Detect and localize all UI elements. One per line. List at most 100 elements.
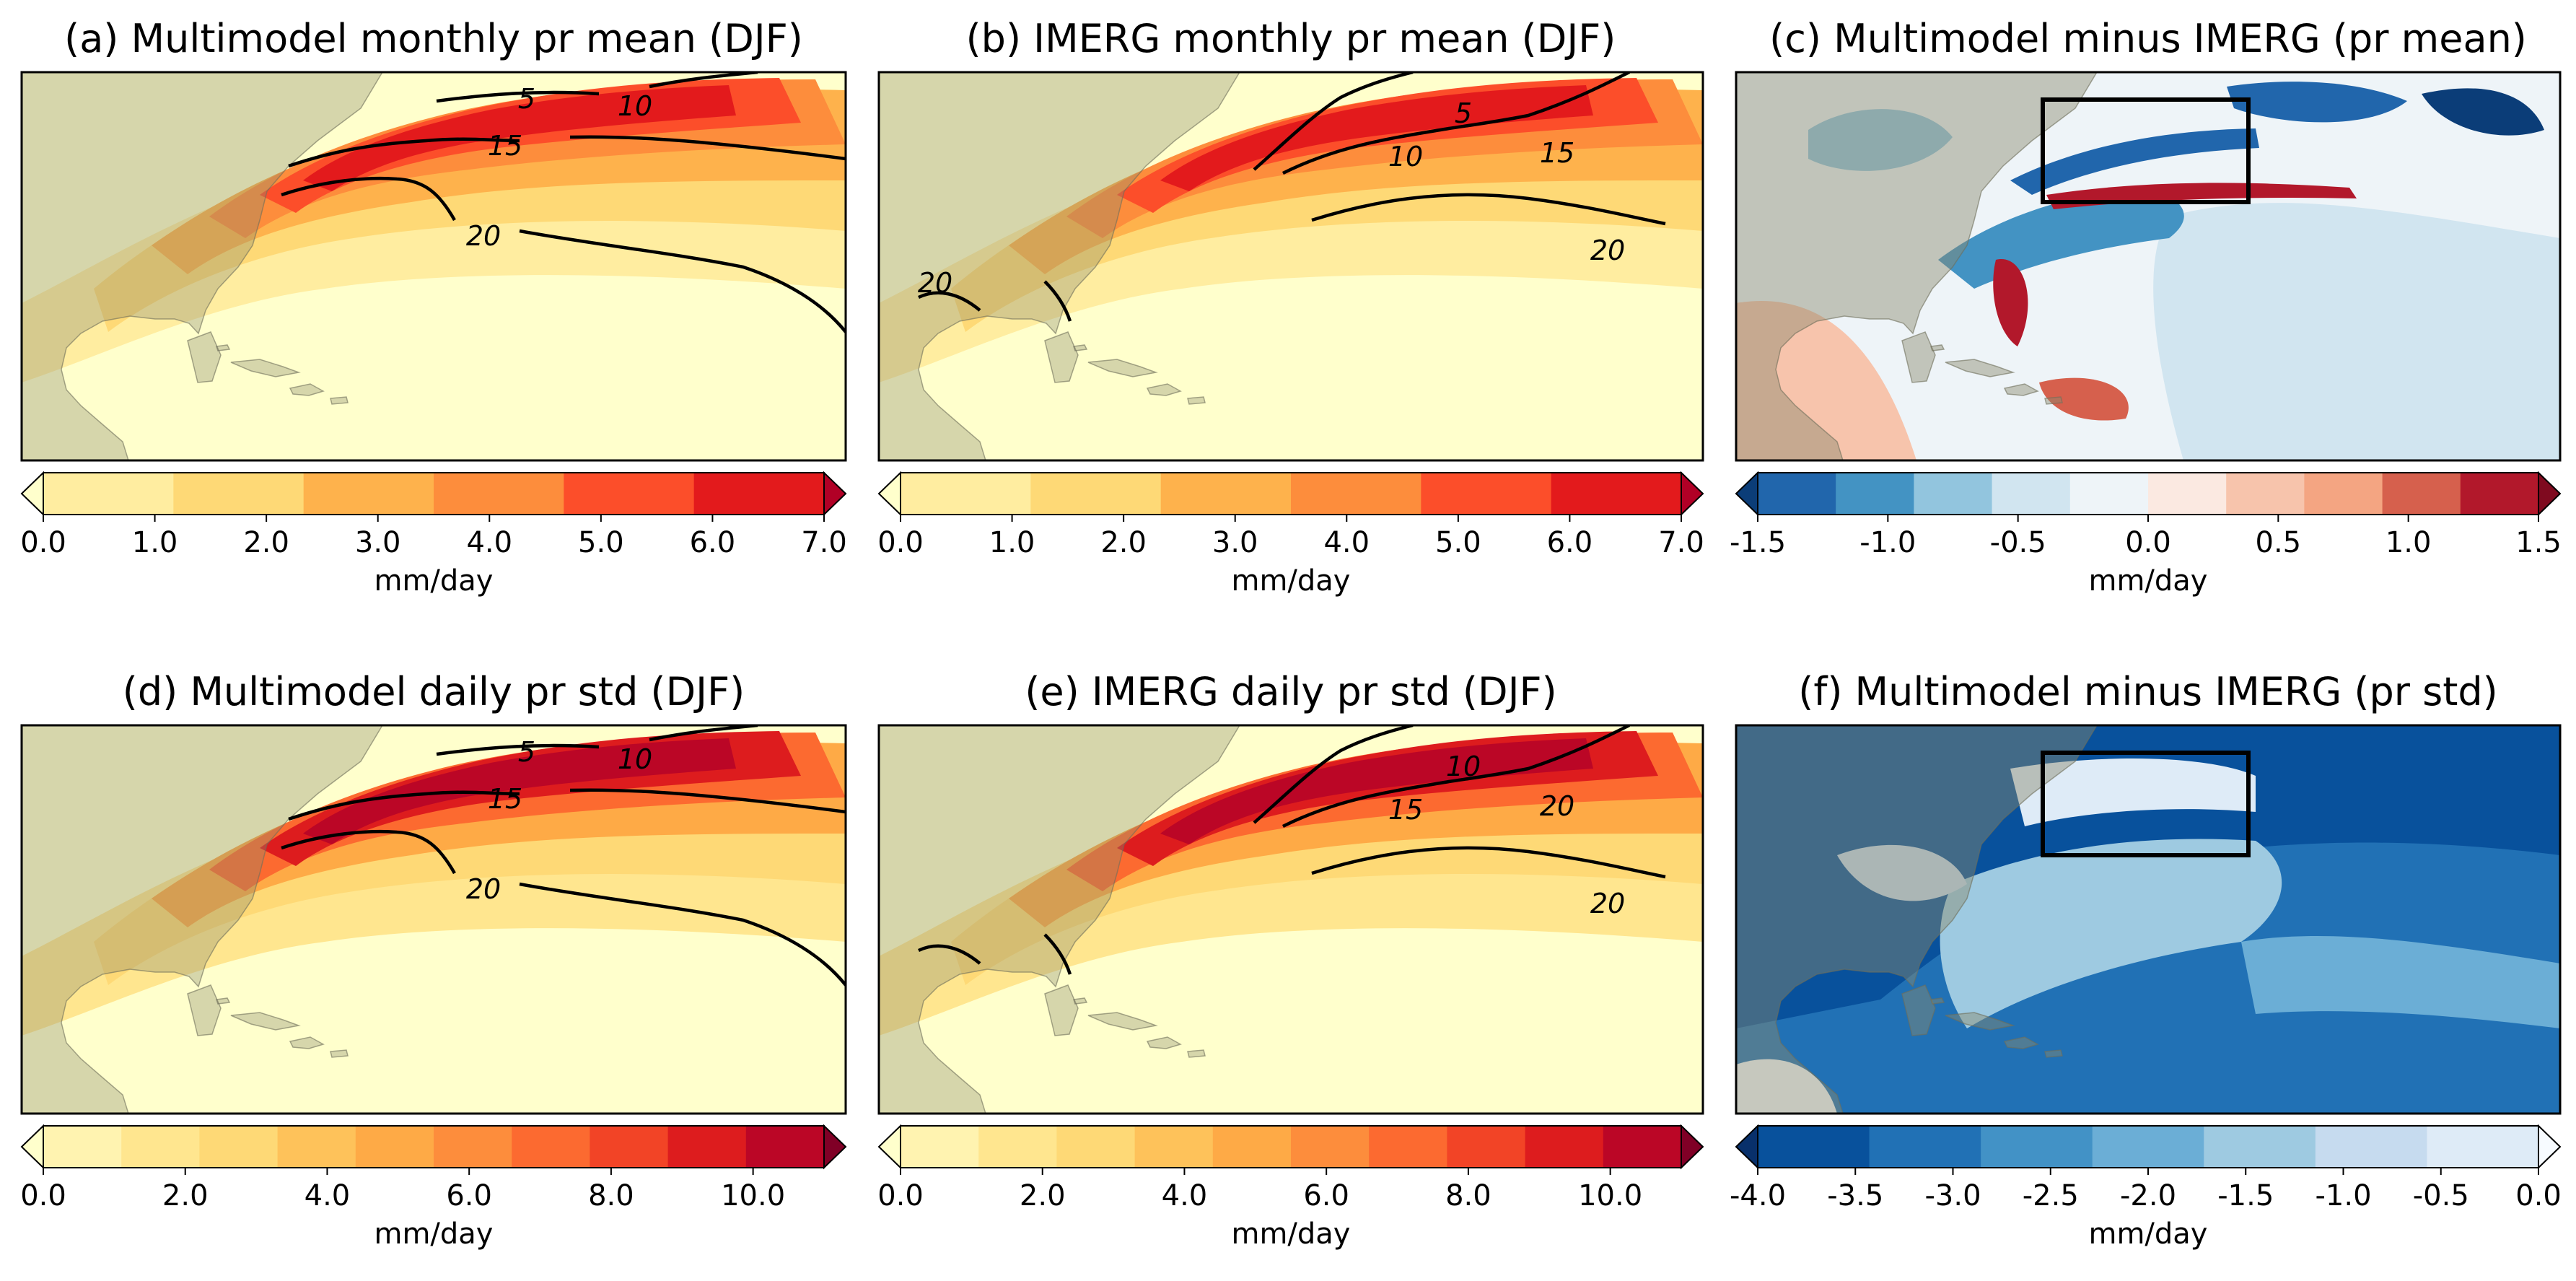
colorbar-segment	[2315, 1126, 2427, 1168]
panel-title: (d) Multimodel daily pr std (DJF)	[123, 669, 745, 714]
contour-line	[1282, 72, 1631, 175]
colorbar-tick-label: 2.0	[1020, 1179, 1066, 1212]
land-mask	[1073, 344, 1088, 351]
contour-label: 20	[1590, 235, 1625, 266]
land-mask	[187, 331, 222, 383]
colorbar-tick-label: 0.0	[2515, 1179, 2562, 1212]
colorbar-tick-label: -1.0	[2315, 1179, 2371, 1212]
colorbar-d: 0.0 2.0 4.0 6.0 8.0 10.0 mm/day	[20, 1124, 847, 1251]
colorbar-segment	[901, 1126, 979, 1168]
colorbar-tick-label: -3.0	[1924, 1179, 1981, 1212]
colorbar-tick-label: -0.5	[1990, 526, 2046, 559]
field-region	[2241, 935, 2560, 1028]
land-mask	[1087, 359, 1158, 377]
land-mask	[1044, 331, 1079, 383]
map-c	[1736, 72, 2560, 460]
field-region	[1160, 738, 1593, 844]
colorbar-segment	[1603, 1126, 1682, 1168]
colorbar-tick-label: 3.0	[1212, 526, 1258, 559]
colorbar-tick-label: 0.0	[877, 526, 924, 559]
land-mask	[1087, 1012, 1158, 1031]
contour-line	[1311, 193, 1666, 226]
field-region	[908, 282, 1703, 460]
land-mask	[289, 383, 325, 396]
panel-a: (a) Multimodel monthly pr mean (DJF) 5 10 1…	[20, 16, 847, 598]
panel-b: (b) IMERG monthly pr mean (DJF) 5 10 15 20 20…	[877, 16, 1704, 598]
colorbar-tick-label: 2.0	[1100, 526, 1147, 559]
contour-line	[1282, 725, 1631, 829]
field-region	[303, 85, 736, 191]
colorbar-tick-label: 1.5	[2515, 526, 2562, 559]
colorbar-tick-label: 0.5	[2256, 526, 2302, 559]
colorbar-segment	[1421, 473, 1552, 515]
land-mask	[1187, 1049, 1206, 1058]
colorbar-over-triangle	[2538, 471, 2562, 517]
field-region	[1993, 259, 2028, 346]
land-mask	[216, 997, 231, 1005]
contour-label: 20	[1590, 888, 1625, 919]
contour-label: 5	[518, 736, 535, 768]
colorbar-over-triangle	[823, 1124, 847, 1170]
contour-label: 20	[466, 220, 501, 252]
colorbar-segment	[901, 473, 1031, 515]
contour-label: 10	[1388, 141, 1423, 172]
land-mask	[22, 725, 383, 1114]
contour-line	[281, 176, 846, 333]
field-region	[1160, 85, 1593, 191]
contour-label: 20	[918, 267, 952, 299]
colorbar-segment	[277, 1126, 356, 1168]
panel-d: (d) Multimodel daily pr std (DJF) 5 10 15 20…	[20, 669, 847, 1251]
colorbar-tick-label: 5.0	[578, 526, 624, 559]
colorbar-a: 0.0 1.0 2.0 3.0 4.0 5.0 6.0 7.0 mm/day	[20, 471, 847, 598]
land-mask	[22, 72, 383, 460]
colorbar-tick-label: -3.5	[1827, 1179, 1883, 1212]
colorbar-segment	[1056, 1126, 1136, 1168]
colorbar-segment	[199, 1126, 279, 1168]
map-frame	[1735, 71, 2562, 462]
map-frame	[20, 724, 847, 1115]
colorbar-segment	[2427, 1126, 2539, 1168]
land-mask	[230, 1012, 301, 1031]
colorbar-tick-label: 8.0	[1445, 1179, 1491, 1212]
colorbar-segment	[434, 1126, 512, 1168]
contour-label: 15	[488, 130, 522, 162]
contour-line	[281, 829, 846, 987]
colorbar-segment	[1992, 473, 2071, 515]
map-b: 5 10 15 20 20	[879, 72, 1703, 460]
colorbar-segment	[43, 1126, 122, 1168]
colorbar-tick-label: -2.0	[2120, 1179, 2176, 1212]
panel-title: (b) IMERG monthly pr mean (DJF)	[966, 16, 1616, 61]
colorbar-tick-label: -2.5	[2023, 1179, 2079, 1212]
colorbar-segment	[2382, 473, 2461, 515]
field-region	[2039, 377, 2129, 421]
colorbar-segment	[303, 473, 434, 515]
contour-label: 15	[1540, 137, 1574, 169]
land-mask	[1146, 383, 1182, 396]
field-region	[908, 935, 1703, 1114]
colorbar-tick-label: 4.0	[466, 526, 512, 559]
colorbar-over-triangle	[1681, 471, 1704, 517]
colorbar-segment	[2226, 473, 2305, 515]
colorbar-tick-label: -1.5	[2217, 1179, 2274, 1212]
colorbar-under-triangle	[20, 471, 44, 517]
land-mask	[2003, 1036, 2039, 1049]
contour-label: 15	[1388, 794, 1423, 826]
colorbar-segment	[2460, 473, 2539, 515]
contour-label: 20	[466, 873, 501, 905]
contour-label: 10	[1446, 751, 1481, 782]
contour-line	[1311, 846, 1666, 879]
colorbar-frame	[43, 1125, 825, 1168]
colorbar-segment	[1212, 1126, 1292, 1168]
panel-c: (c) Multimodel minus IMERG (pr mean) -1.5…	[1730, 16, 2562, 598]
map-frame	[877, 724, 1704, 1115]
panel-title: (f) Multimodel minus IMERG (pr std)	[1798, 669, 2498, 714]
colorbar-tick-label: -0.5	[2413, 1179, 2469, 1212]
field-region	[2153, 203, 2560, 460]
colorbar-frame	[900, 1125, 1682, 1168]
colorbar-segment	[173, 473, 305, 515]
land-mask	[1073, 997, 1088, 1005]
colorbar-segment	[1447, 1126, 1526, 1168]
colorbar-tick-label: 8.0	[588, 1179, 634, 1212]
colorbar-segment	[2092, 1126, 2204, 1168]
